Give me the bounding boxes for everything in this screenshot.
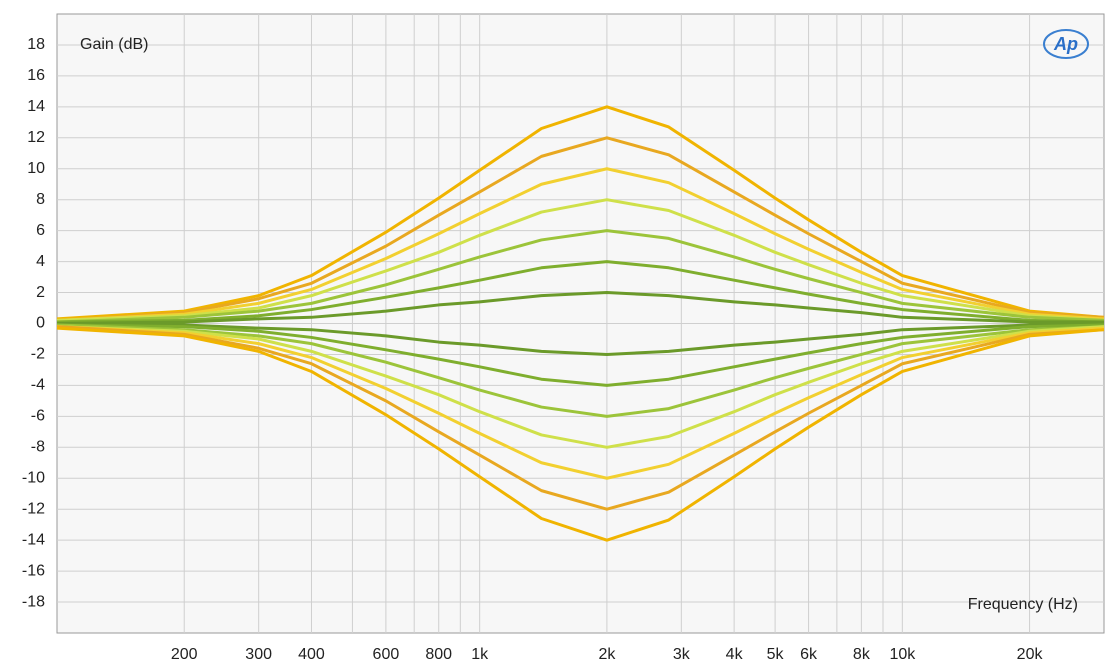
curve (56, 323, 1105, 418)
x-tick-label: 3k (673, 646, 691, 663)
y-tick-label: -10 (22, 469, 45, 486)
y-axis-label: Gain (dB) (80, 36, 148, 53)
curve (56, 323, 1105, 387)
x-tick-label: 8k (853, 646, 871, 663)
x-tick-label: 800 (425, 646, 452, 663)
curve (56, 325, 1105, 449)
y-tick-label: -4 (31, 377, 45, 394)
curve (56, 229, 1105, 324)
x-tick-label: 4k (726, 646, 744, 663)
x-tick-label: 300 (245, 646, 272, 663)
x-tick-label: 600 (373, 646, 400, 663)
x-tick-label: 5k (767, 646, 785, 663)
x-axis-label: Frequency (Hz) (968, 596, 1078, 613)
y-tick-label: 4 (36, 253, 45, 270)
y-tick-label: 0 (36, 315, 45, 332)
y-tick-label: -18 (22, 593, 45, 610)
x-tick-label: 1k (471, 646, 489, 663)
x-tick-label: 20k (1017, 646, 1044, 663)
y-tick-label: -16 (22, 562, 45, 579)
curve (56, 291, 1104, 325)
curve (56, 326, 1105, 542)
x-tick-label: 10k (889, 646, 916, 663)
curves (56, 105, 1105, 542)
grid (57, 14, 1104, 633)
y-tick-label: 14 (27, 98, 45, 115)
y-tick-label: -6 (31, 408, 45, 425)
curve (56, 105, 1105, 321)
curve (56, 198, 1105, 322)
y-tick-label: 18 (27, 36, 45, 53)
curve (56, 167, 1105, 322)
y-tick-label: 8 (36, 191, 45, 208)
y-tick-label: -12 (22, 500, 45, 517)
x-tick-label: 2k (598, 646, 616, 663)
logo: Ap (1053, 34, 1078, 54)
y-tick-label: 12 (27, 129, 45, 146)
curve (56, 136, 1105, 322)
y-tick-label: 10 (27, 160, 45, 177)
y-tick-label: -14 (22, 531, 45, 548)
x-tick-label: 400 (298, 646, 325, 663)
curve (56, 260, 1105, 324)
curve (56, 325, 1105, 511)
curve (56, 325, 1105, 480)
y-tick-label: 2 (36, 284, 45, 301)
x-tick-label: 6k (800, 646, 818, 663)
curve (56, 322, 1104, 356)
y-tick-label: 6 (36, 222, 45, 239)
x-tick-label: 200 (171, 646, 198, 663)
y-tick-label: 16 (27, 67, 45, 84)
y-tick-label: -2 (31, 346, 45, 363)
y-tick-label: -8 (31, 439, 45, 456)
logo-ring (1043, 29, 1089, 59)
